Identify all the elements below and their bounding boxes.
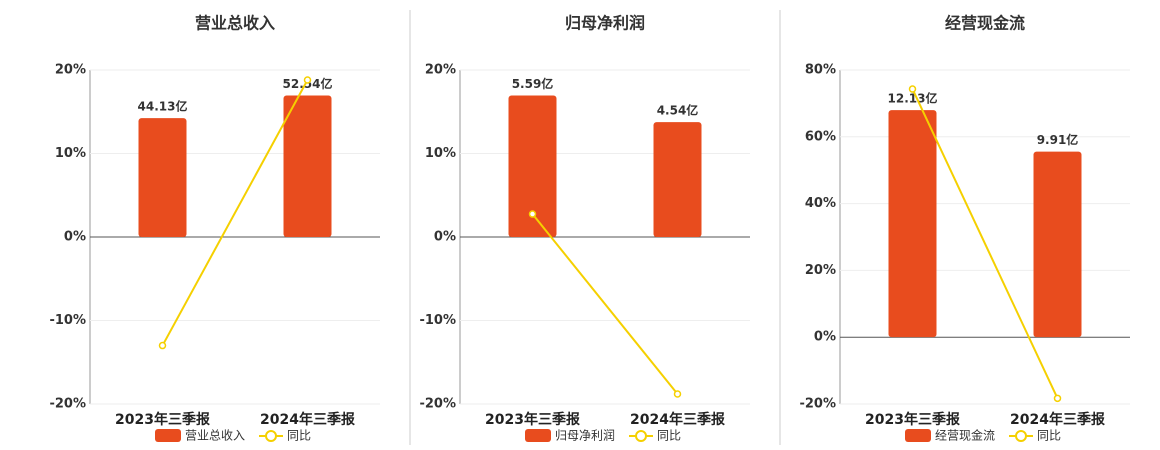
value-label: 4.54亿 [657,103,699,118]
y-tick-label: -10% [419,313,456,328]
y-tick-label: 10% [55,146,86,161]
y-tick-label: 0% [814,330,836,345]
y-tick-label: 20% [425,63,456,78]
bar [1033,151,1082,338]
y-tick-label: 20% [805,263,836,278]
value-label: 44.13亿 [138,99,188,114]
line-marker [1053,394,1062,403]
legend-label: 同比 [1037,429,1061,443]
line-marker [303,76,312,84]
line [531,213,679,395]
x-tick-label: 2023年三季报 [865,411,960,428]
bar [138,118,187,237]
legend-marker [1015,430,1027,442]
y-tick-label: -20% [799,397,836,412]
x-tick-label: 2023年三季报 [115,411,210,428]
line-marker [673,390,682,398]
legend-marker [635,430,647,442]
value-label: 12.13亿 [888,91,938,106]
chart-title: 营业总收入 [195,14,275,33]
y-tick-label: -10% [49,313,86,328]
x-tick-label: 2024年三季报 [630,411,725,428]
legend-swatch [525,429,551,442]
legend-label: 营业总收入 [185,429,245,443]
y-tick-label: -20% [419,397,456,412]
bar [508,95,557,237]
y-tick-label: 10% [425,146,456,161]
y-tick-label: 80% [805,63,836,78]
value-label: 9.91亿 [1037,132,1079,147]
legend-swatch [905,429,931,442]
x-tick-label: 2023年三季报 [485,411,580,428]
y-tick-label: 60% [805,129,836,144]
line [161,79,309,347]
chart-title: 归母净利润 [565,14,645,33]
bar [653,122,702,237]
legend-label: 经营现金流 [935,428,995,443]
legend-label: 同比 [287,429,311,443]
line [911,88,1059,399]
legend-label: 归母净利润 [555,429,615,443]
legend-swatch [155,429,181,442]
line-marker [528,210,537,218]
y-tick-label: 20% [55,63,86,78]
x-tick-label: 2024年三季报 [1010,411,1105,428]
chart-title: 经营现金流 [945,14,1025,33]
bar [888,110,937,338]
y-tick-label: -20% [49,397,86,412]
bar [283,95,332,238]
legend-marker [265,430,277,442]
line-marker [158,341,167,350]
y-tick-label: 40% [805,196,836,211]
legend-label: 同比 [657,429,681,443]
line-marker [908,85,917,93]
y-tick-label: 0% [64,230,86,245]
x-tick-label: 2024年三季报 [260,411,355,428]
value-label: 5.59亿 [512,76,554,91]
y-tick-label: 0% [434,230,456,245]
